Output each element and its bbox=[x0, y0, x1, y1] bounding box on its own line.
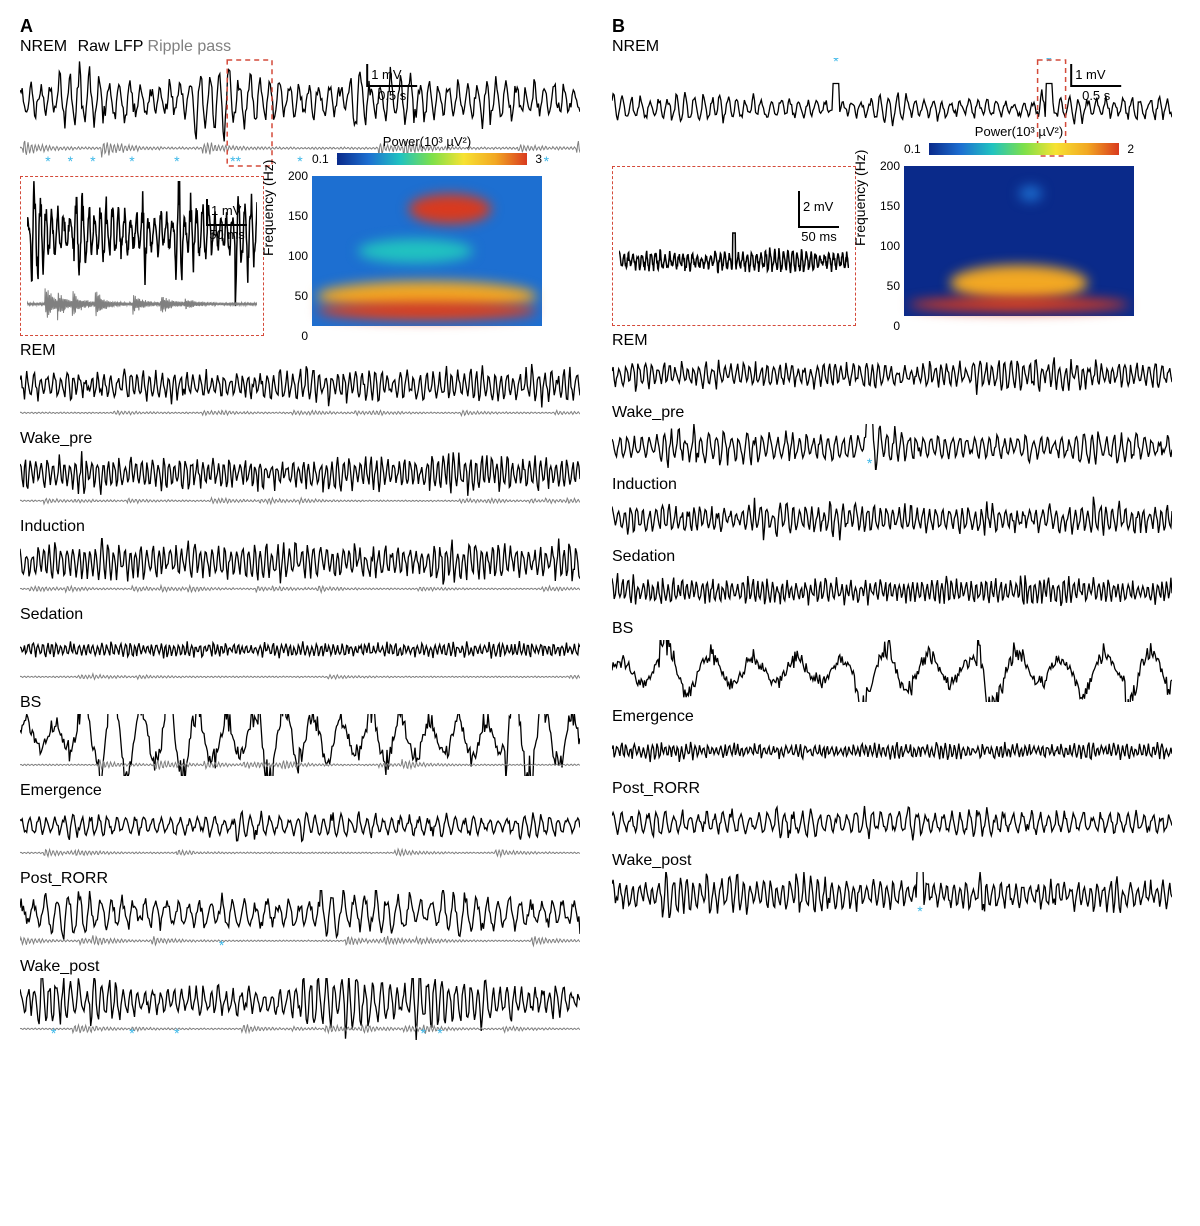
figure: A NREM Raw LFP Ripple pass *************… bbox=[20, 20, 1180, 1040]
svg-text:*: * bbox=[867, 455, 873, 470]
state-label-rem: REM bbox=[612, 332, 1180, 350]
svg-text:1 mV: 1 mV bbox=[211, 203, 242, 218]
svg-text:*: * bbox=[90, 153, 96, 168]
spectrogram-b: Power(10³ µV²) 0.1 2 Frequency (Hz) 0501… bbox=[870, 166, 1134, 326]
svg-text:*: * bbox=[297, 153, 303, 168]
trace-b-wake_pre: * bbox=[612, 424, 1180, 470]
state-label-post_rorr: Post_RORR bbox=[20, 870, 588, 888]
state-label-emergence: Emergence bbox=[20, 782, 588, 800]
svg-text:*: * bbox=[129, 153, 135, 168]
state-label-nrem-a: NREM Raw LFP Ripple pass bbox=[20, 38, 588, 56]
state-label-post_rorr: Post_RORR bbox=[612, 780, 1180, 798]
spectrogram-a-colorbar: 0.1 3 bbox=[312, 152, 542, 166]
trace-b-wake_post: * bbox=[612, 872, 1180, 918]
state-label-sedation: Sedation bbox=[20, 606, 588, 624]
svg-text:*: * bbox=[129, 1025, 135, 1040]
inset-box-a: 1 mV 50 ms bbox=[20, 176, 264, 336]
trace-a-wake_pre bbox=[20, 450, 588, 512]
panel-a-remaining-states: REM Wake_pre Induction Sedation BS Emergence P… bbox=[20, 342, 588, 1040]
svg-text:*: * bbox=[437, 1025, 443, 1040]
spectrogram-a-image bbox=[312, 176, 542, 326]
state-label-wake_pre: Wake_pre bbox=[20, 430, 588, 448]
inset-box-b: 2 mV 50 ms bbox=[612, 166, 856, 326]
state-label-induction: Induction bbox=[20, 518, 588, 536]
state-label-nrem-b: NREM bbox=[612, 38, 1180, 56]
svg-text:1 mV: 1 mV bbox=[1075, 67, 1106, 82]
spectrogram-b-yaxis: Frequency (Hz) 050100150200 bbox=[870, 166, 904, 326]
legend-raw-a: Raw LFP bbox=[78, 38, 144, 55]
trace-a-emergence bbox=[20, 802, 588, 864]
trace-b-post_rorr bbox=[612, 800, 1180, 846]
state-label-bs: BS bbox=[20, 694, 588, 712]
svg-text:*: * bbox=[420, 1025, 426, 1040]
spectrogram-a: Power(10³ µV²) 0.1 3 Frequency (Hz) 0501… bbox=[278, 176, 542, 336]
trace-a-sedation bbox=[20, 626, 588, 688]
state-label-emergence: Emergence bbox=[612, 708, 1180, 726]
state-label-wake_pre: Wake_pre bbox=[612, 404, 1180, 422]
panel-b: B NREM **1 mV0.5 s 2 mV50 ms Power(10³ µ… bbox=[612, 20, 1180, 1040]
trace-b-induction bbox=[612, 496, 1180, 542]
colorbar-gradient-a bbox=[337, 153, 528, 165]
svg-text:*: * bbox=[219, 937, 225, 952]
panel-b-nrem-group: NREM **1 mV0.5 s 2 mV50 ms Power(10³ µV²… bbox=[612, 38, 1180, 326]
svg-text:2 mV: 2 mV bbox=[803, 199, 834, 214]
state-label-wake_post: Wake_post bbox=[20, 958, 588, 976]
trace-a-rem bbox=[20, 362, 588, 424]
trace-a-induction bbox=[20, 538, 588, 600]
svg-text:0.5 s: 0.5 s bbox=[1082, 88, 1111, 103]
svg-text:*: * bbox=[51, 1025, 57, 1040]
svg-text:1 mV: 1 mV bbox=[371, 67, 402, 82]
svg-text:*: * bbox=[45, 153, 51, 168]
colorbar-gradient-b bbox=[929, 143, 1120, 155]
panel-letter-a: A bbox=[20, 16, 33, 37]
legend-ripple-a: Ripple pass bbox=[148, 38, 232, 55]
spectrogram-b-colorbar: 0.1 2 bbox=[904, 142, 1134, 156]
panel-b-remaining-states: REM Wake_pre * Induction Sedation BS Emergence… bbox=[612, 332, 1180, 918]
spectrogram-a-power-label: Power(10³ µV²) bbox=[312, 134, 542, 149]
trace-a-wake_post: * * * * * bbox=[20, 978, 588, 1040]
panel-a-nrem-group: NREM Raw LFP Ripple pass **************1… bbox=[20, 38, 588, 336]
trace-a-post_rorr: * bbox=[20, 890, 588, 952]
svg-text:0.5 s: 0.5 s bbox=[378, 88, 407, 103]
svg-text:*: * bbox=[174, 153, 180, 168]
panel-a: A NREM Raw LFP Ripple pass *************… bbox=[20, 20, 588, 1040]
spectrogram-b-image bbox=[904, 166, 1134, 316]
state-label-induction: Induction bbox=[612, 476, 1180, 494]
trace-a-bs bbox=[20, 714, 588, 776]
svg-text:*: * bbox=[68, 153, 74, 168]
trace-b-bs bbox=[612, 640, 1180, 702]
trace-b-emergence bbox=[612, 728, 1180, 774]
state-label-wake_post: Wake_post bbox=[612, 852, 1180, 870]
trace-b-rem bbox=[612, 352, 1180, 398]
state-label-rem: REM bbox=[20, 342, 588, 360]
svg-text:*: * bbox=[544, 153, 550, 168]
svg-text:50 ms: 50 ms bbox=[209, 227, 245, 242]
spectrogram-a-yaxis: Frequency (Hz) 050100150200 bbox=[278, 176, 312, 336]
panel-letter-b: B bbox=[612, 16, 625, 37]
state-label-sedation: Sedation bbox=[612, 548, 1180, 566]
svg-text:*: * bbox=[174, 1025, 180, 1040]
state-label-bs: BS bbox=[612, 620, 1180, 638]
svg-text:*: * bbox=[833, 58, 839, 69]
svg-text:50 ms: 50 ms bbox=[801, 229, 837, 244]
trace-b-sedation bbox=[612, 568, 1180, 614]
svg-text:*: * bbox=[917, 903, 923, 918]
spectrogram-b-power-label: Power(10³ µV²) bbox=[904, 124, 1134, 139]
